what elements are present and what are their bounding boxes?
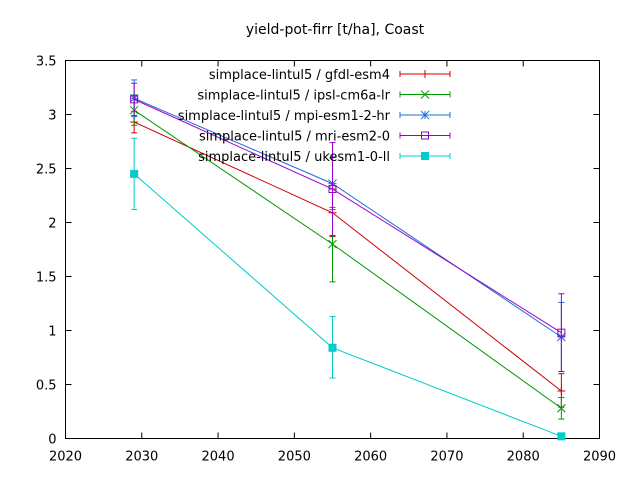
data-point (557, 386, 566, 395)
data-point (557, 432, 566, 441)
legend: simplace-lintul5 / gfdl-esm4 simplace-lin… (178, 68, 451, 165)
legend-marker (421, 70, 429, 78)
legend-label: simplace-lintul5 / mri-esm2-0 (199, 130, 390, 145)
y-tick-label: 1 (48, 325, 56, 340)
x-tick-label: 2020 (49, 450, 82, 465)
legend-marker (420, 90, 430, 99)
legend-entry: simplace-lintul5 / mri-esm2-0 (199, 130, 451, 145)
legend-marker (420, 110, 430, 120)
x-tick-label: 2040 (202, 450, 235, 465)
data-point (130, 169, 139, 178)
series-layer (129, 79, 566, 441)
legend-entry: simplace-lintul5 / ipsl-cm6a-lr (197, 89, 451, 104)
legend-label: simplace-lintul5 / ukesm1-0-ll (198, 150, 390, 165)
legend-marker (421, 152, 429, 160)
data-point (328, 239, 337, 249)
legend-label: simplace-lintul5 / ipsl-cm6a-lr (197, 89, 390, 104)
legend-marker (421, 131, 429, 140)
series-line (133, 173, 562, 437)
y-tick-label: 3.5 (36, 55, 57, 70)
data-point (557, 403, 566, 413)
y-tick-label: 0.5 (36, 379, 57, 394)
x-tick-label: 2030 (125, 450, 158, 465)
series-3 (130, 82, 566, 373)
data-point (328, 185, 337, 194)
data-point (130, 95, 139, 104)
y-tick-label: 1.5 (36, 271, 57, 286)
legend-entry: simplace-lintul5 / ukesm1-0-ll (198, 150, 451, 165)
x-tick-label: 2070 (430, 450, 463, 465)
plot-frame (65, 60, 600, 439)
chart-title: yield-pot-firr [t/ha], Coast (246, 22, 425, 38)
y-tick-label: 0 (48, 433, 56, 448)
legend-label: simplace-lintul5 / gfdl-esm4 (209, 68, 390, 83)
legend-label: simplace-lintul5 / mpi-esm1-2-hr (178, 109, 391, 124)
y-tick-label: 2.5 (36, 163, 57, 178)
axes: 2020 2030 2040 2050 2060 2070 2080 2090 0 0.5 1 1.5… (36, 55, 616, 465)
data-point (328, 343, 337, 352)
data-point (557, 328, 566, 337)
legend-entry: simplace-lintul5 / gfdl-esm4 (209, 68, 451, 83)
y-tick-label: 2 (48, 217, 56, 232)
x-tick-label: 2080 (507, 450, 540, 465)
series-4 (130, 137, 566, 441)
x-tick-label: 2060 (354, 450, 387, 465)
x-tick-label: 2050 (278, 450, 311, 465)
x-tick-label: 2090 (583, 450, 616, 465)
legend-entry: simplace-lintul5 / mpi-esm1-2-hr (178, 109, 451, 124)
y-tick-label: 3 (48, 109, 56, 124)
